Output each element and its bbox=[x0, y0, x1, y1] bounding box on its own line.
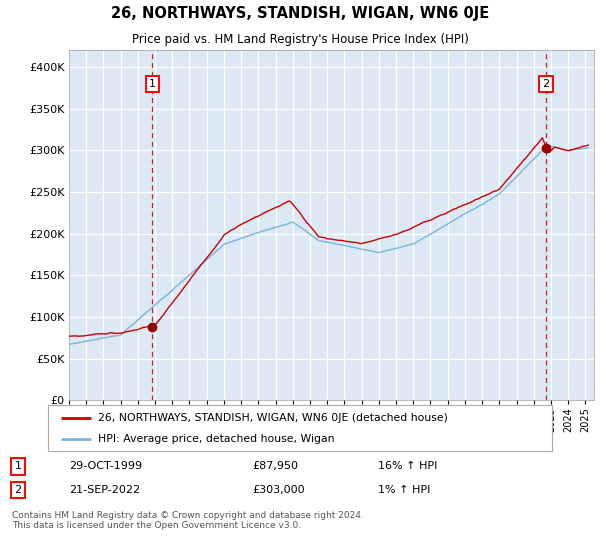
Text: 26, NORTHWAYS, STANDISH, WIGAN, WN6 0JE (detached house): 26, NORTHWAYS, STANDISH, WIGAN, WN6 0JE … bbox=[98, 413, 448, 423]
Text: 26, NORTHWAYS, STANDISH, WIGAN, WN6 0JE: 26, NORTHWAYS, STANDISH, WIGAN, WN6 0JE bbox=[111, 6, 489, 21]
Text: £303,000: £303,000 bbox=[252, 485, 305, 495]
Text: £87,950: £87,950 bbox=[252, 461, 298, 472]
Text: 2: 2 bbox=[542, 78, 550, 88]
Text: 21-SEP-2022: 21-SEP-2022 bbox=[69, 485, 140, 495]
Text: 29-OCT-1999: 29-OCT-1999 bbox=[69, 461, 142, 472]
Text: 1: 1 bbox=[149, 78, 155, 88]
Text: 1% ↑ HPI: 1% ↑ HPI bbox=[378, 485, 430, 495]
Text: HPI: Average price, detached house, Wigan: HPI: Average price, detached house, Wiga… bbox=[98, 434, 335, 444]
Text: Contains HM Land Registry data © Crown copyright and database right 2024.
This d: Contains HM Land Registry data © Crown c… bbox=[12, 511, 364, 530]
FancyBboxPatch shape bbox=[48, 405, 552, 451]
Text: 2: 2 bbox=[14, 485, 22, 495]
Text: Price paid vs. HM Land Registry's House Price Index (HPI): Price paid vs. HM Land Registry's House … bbox=[131, 32, 469, 45]
Text: 16% ↑ HPI: 16% ↑ HPI bbox=[378, 461, 437, 472]
Text: 1: 1 bbox=[14, 461, 22, 472]
